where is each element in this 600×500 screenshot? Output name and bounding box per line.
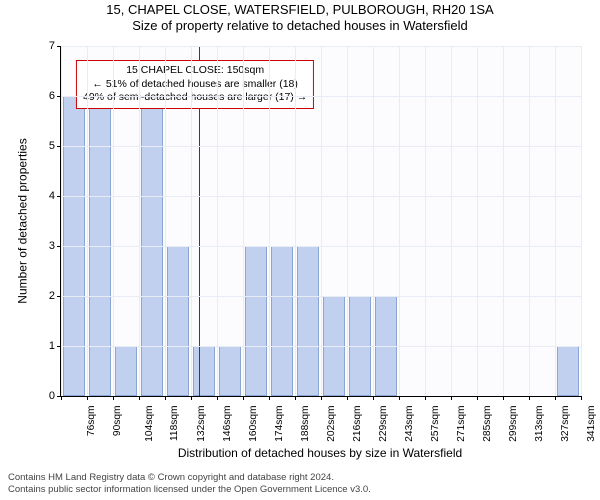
annotation-box: 15 CHAPEL CLOSE: 150sqm ← 51% of detache… [76, 60, 314, 109]
x-tick-label: 299sqm [508, 406, 519, 442]
x-axis-label: Distribution of detached houses by size … [60, 446, 580, 460]
x-tick-mark [373, 396, 374, 400]
x-tick-mark [503, 396, 504, 400]
y-tick-label: 3 [49, 240, 55, 252]
y-tick-label: 7 [49, 40, 55, 52]
x-tick-mark [425, 396, 426, 400]
y-tick-label: 1 [49, 340, 55, 352]
histogram-bar [193, 346, 216, 396]
x-tick-mark [217, 396, 218, 400]
x-tick-label: 271sqm [456, 406, 467, 442]
footer-line-1: Contains HM Land Registry data © Crown c… [8, 472, 371, 484]
x-tick-mark [581, 396, 582, 400]
title-block: 15, CHAPEL CLOSE, WATERSFIELD, PULBOROUG… [0, 2, 600, 35]
x-tick-label: 313sqm [534, 406, 545, 442]
x-tick-mark [113, 396, 114, 400]
x-tick-label: 160sqm [248, 406, 259, 442]
x-gridline [191, 46, 192, 396]
x-tick-mark [87, 396, 88, 400]
histogram-bar [297, 246, 320, 396]
x-tick-mark [165, 396, 166, 400]
x-tick-label: 90sqm [112, 406, 123, 437]
x-gridline [347, 46, 348, 396]
x-tick-mark [555, 396, 556, 400]
histogram-bar [115, 346, 138, 396]
x-tick-label: 341sqm [586, 406, 597, 442]
x-gridline [399, 46, 400, 396]
plot-area: 15 CHAPEL CLOSE: 150sqm ← 51% of detache… [60, 46, 581, 397]
y-tick-label: 0 [49, 390, 55, 402]
x-tick-mark [191, 396, 192, 400]
y-tick-label: 4 [49, 190, 55, 202]
y-axis-label-text: Number of detached properties [16, 138, 30, 303]
x-gridline [555, 46, 556, 396]
x-tick-label: 132sqm [196, 406, 207, 442]
x-tick-mark [243, 396, 244, 400]
histogram-bar [271, 246, 294, 396]
histogram-bar [245, 246, 268, 396]
x-tick-mark [529, 396, 530, 400]
x-tick-mark [321, 396, 322, 400]
x-tick-label: 229sqm [378, 406, 389, 442]
x-gridline [529, 46, 530, 396]
x-gridline [269, 46, 270, 396]
x-tick-label: 174sqm [274, 406, 285, 442]
x-gridline [477, 46, 478, 396]
title-line-2: Size of property relative to detached ho… [0, 18, 600, 34]
x-tick-mark [61, 396, 62, 400]
y-axis-label: Number of detached properties [15, 46, 31, 396]
x-gridline [165, 46, 166, 396]
x-tick-label: 188sqm [300, 406, 311, 442]
x-gridline [503, 46, 504, 396]
x-tick-mark [139, 396, 140, 400]
y-tick-label: 5 [49, 140, 55, 152]
x-tick-label: 118sqm [169, 406, 180, 442]
x-gridline [295, 46, 296, 396]
annotation-line-1: 15 CHAPEL CLOSE: 150sqm [83, 64, 307, 78]
x-tick-mark [269, 396, 270, 400]
x-gridline [451, 46, 452, 396]
x-gridline [87, 46, 88, 396]
x-gridline [61, 46, 62, 396]
x-tick-mark [451, 396, 452, 400]
histogram-bar [167, 246, 190, 396]
x-tick-mark [295, 396, 296, 400]
x-gridline [321, 46, 322, 396]
x-tick-label: 146sqm [222, 406, 233, 442]
y-tick-label: 6 [49, 90, 55, 102]
x-gridline [113, 46, 114, 396]
title-line-1: 15, CHAPEL CLOSE, WATERSFIELD, PULBOROUG… [0, 2, 600, 18]
x-gridline [217, 46, 218, 396]
x-tick-mark [347, 396, 348, 400]
x-tick-label: 76sqm [86, 406, 97, 437]
x-tick-mark [399, 396, 400, 400]
x-gridline [581, 46, 582, 396]
attribution-footer: Contains HM Land Registry data © Crown c… [8, 472, 371, 496]
x-tick-label: 216sqm [352, 406, 363, 442]
figure-container: 15, CHAPEL CLOSE, WATERSFIELD, PULBOROUG… [0, 0, 600, 500]
x-gridline [139, 46, 140, 396]
x-tick-label: 104sqm [144, 406, 155, 442]
x-tick-label: 327sqm [560, 406, 571, 442]
x-tick-mark [477, 396, 478, 400]
x-gridline [243, 46, 244, 396]
x-tick-label: 257sqm [430, 406, 441, 442]
annotation-line-2: ← 51% of detached houses are smaller (18… [83, 78, 307, 92]
x-gridline [425, 46, 426, 396]
x-tick-label: 243sqm [404, 406, 415, 442]
x-gridline [373, 46, 374, 396]
x-tick-label: 202sqm [326, 406, 337, 442]
histogram-bar [219, 346, 242, 396]
annotation-line-3: 49% of semi-detached houses are larger (… [83, 91, 307, 105]
y-tick-label: 2 [49, 290, 55, 302]
footer-line-2: Contains public sector information licen… [8, 484, 371, 496]
x-tick-label: 285sqm [482, 406, 493, 442]
histogram-bar [557, 346, 580, 396]
